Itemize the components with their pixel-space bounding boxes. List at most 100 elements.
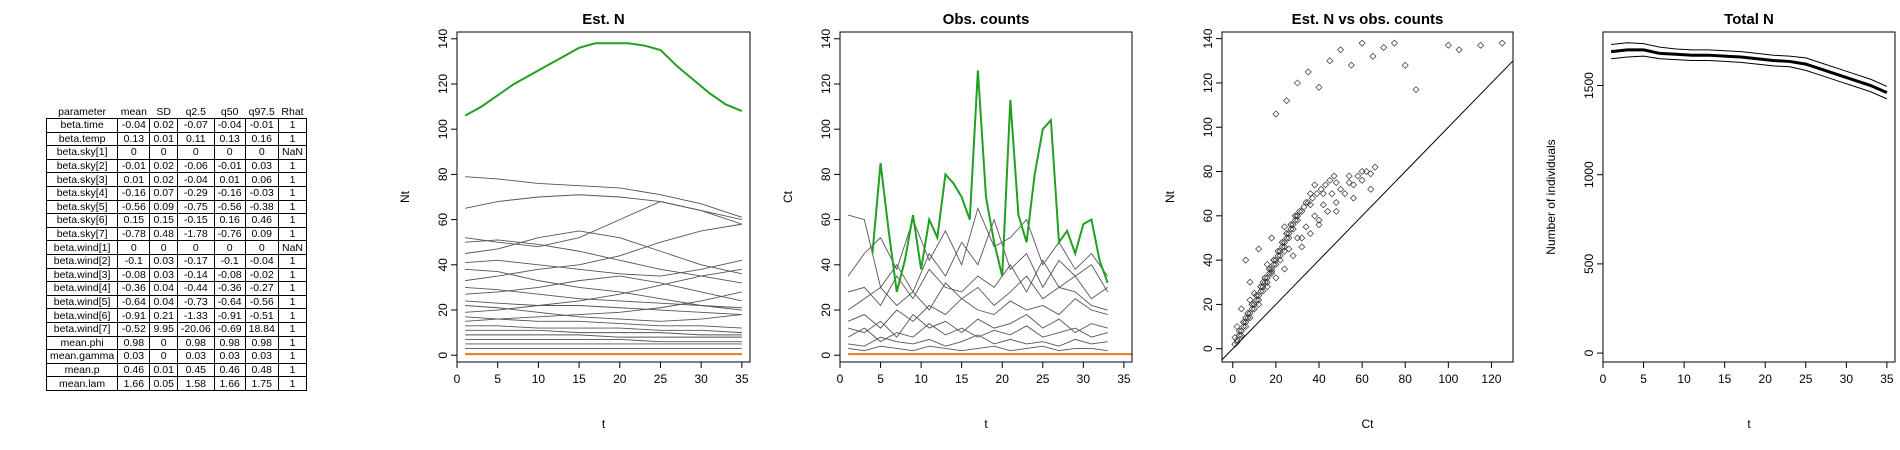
table-cell: -0.01 [244,118,279,133]
scatter-point [1242,314,1250,322]
scatter-point [1401,61,1409,69]
scatter-point [1235,327,1243,335]
table-row: beta.sky[2] -0.01 0.02 -0.06 -0.01 0.03 1 [45,158,308,174]
table-cell: 0 [149,145,178,160]
x-tick-label: 5 [494,372,501,386]
scatter-point [1278,243,1286,251]
x-axis-label: Ct [1362,417,1375,431]
scatter-point [1274,252,1282,260]
chart-title: Obs. counts [943,11,1030,28]
y-tick-label: 500 [1582,254,1596,274]
table-row: beta.sky[4] -0.16 0.07 -0.29 -0.16 -0.03 1 [45,185,308,201]
scatter-point [1276,252,1284,260]
x-tick-label: 20 [996,372,1010,386]
scatter-point [1270,256,1278,264]
table-cell: NaN [277,240,308,255]
scatter-point [1244,309,1252,317]
header-q97-5: q97.5 [248,106,275,118]
total-n-line [1610,48,1888,95]
y-tick-label: 1000 [1582,161,1596,188]
series-line [847,214,1109,293]
scatter-point [1321,181,1329,189]
plot-frame [456,31,751,363]
series-line [465,316,742,329]
scatter-point [1281,247,1289,255]
series-line [465,201,743,248]
scatter-point [1362,168,1370,176]
x-tick-label: 10 [1677,372,1691,386]
table-cell: 1 [277,267,308,283]
scatter-point [1326,57,1334,65]
series-line [847,323,1108,343]
y-tick-label: 20 [819,303,833,317]
series-line [465,305,742,315]
scatter-point [1281,238,1289,246]
scatter-point [1240,318,1248,326]
scatter-point [1231,340,1239,348]
scatter-point [1412,86,1420,94]
scatter-point [1237,327,1245,335]
plot-frame [1602,31,1896,363]
scatter-point [1283,230,1291,238]
y-tick-label: 40 [819,258,833,272]
table-row: beta.sky[1] 0 0 0 0 0 NaN [45,145,308,160]
scatter-point [1240,318,1248,326]
x-axis-label: t [1747,417,1751,431]
x-tick-label: 20 [1759,372,1773,386]
scatter-point [1332,207,1340,215]
scatter-point [1274,247,1282,255]
x-tick-label: 100 [1438,372,1458,386]
chart-panel-3 [1216,31,1514,368]
scatter-point [1261,274,1269,282]
series-line [465,329,742,336]
header-rhat: Rhat [281,106,304,118]
scatter-point [1298,234,1306,242]
y-tick-label: 120 [436,74,450,94]
table-row: beta.sky[5] -0.56 0.09 -0.75 -0.56 -0.38 1 [45,199,308,215]
scatter-point [1455,46,1463,54]
scatter-point [1233,323,1241,331]
series-line [465,334,742,338]
scatter-point [1248,300,1256,308]
scatter-point [1306,201,1314,209]
table-cell: 0.05 [149,376,178,391]
scatter-point [1287,221,1295,229]
x-tick-label: 25 [1036,372,1050,386]
table-row: beta.wind[3] -0.08 0.03 -0.14 -0.08 -0.02 1 [45,267,308,283]
table-row: beta.temp 0.13 0.01 0.11 0.13 0.16 1 [45,131,308,147]
y-tick-label: 40 [1201,253,1215,267]
scatter-point [1296,207,1304,215]
series-line [848,334,1108,347]
scatter-point [1244,314,1252,322]
scatter-point [1255,296,1263,304]
y-tick-label: 140 [819,28,833,48]
scatter-point [1319,190,1327,198]
x-tick-label: 25 [654,372,668,386]
x-tick-label: 20 [613,372,627,386]
scatter-point [1315,216,1323,224]
scatter-point [1380,44,1388,51]
y-tick-label: 80 [1201,165,1215,179]
x-tick-label: 0 [454,372,461,386]
scatter-point [1259,283,1267,291]
table-cell: 0.01 [149,131,178,147]
table-cell: 1 [277,185,308,201]
scatter-point [1272,256,1280,264]
scatter-point [1255,300,1263,308]
table-row: beta.wind[7] -0.52 9.95 -20.06 -0.69 18.84 1 [45,321,308,337]
y-tick-label: 60 [436,213,450,227]
header-q50: q50 [220,106,239,118]
x-tick-label: 10 [914,372,928,386]
scatter-point [1369,52,1377,60]
scatter-point [1332,179,1340,187]
y-tick-label: 0 [1201,345,1215,352]
scatter-point [1311,212,1319,220]
scatter-point [1268,269,1276,277]
scatter-point [1345,172,1353,180]
y-tick-label: 100 [819,119,833,139]
ci-upper-line [1611,42,1888,87]
x-tick-label: 5 [1640,372,1647,386]
scatter-point [1246,278,1254,286]
scatter-point [1242,256,1250,264]
